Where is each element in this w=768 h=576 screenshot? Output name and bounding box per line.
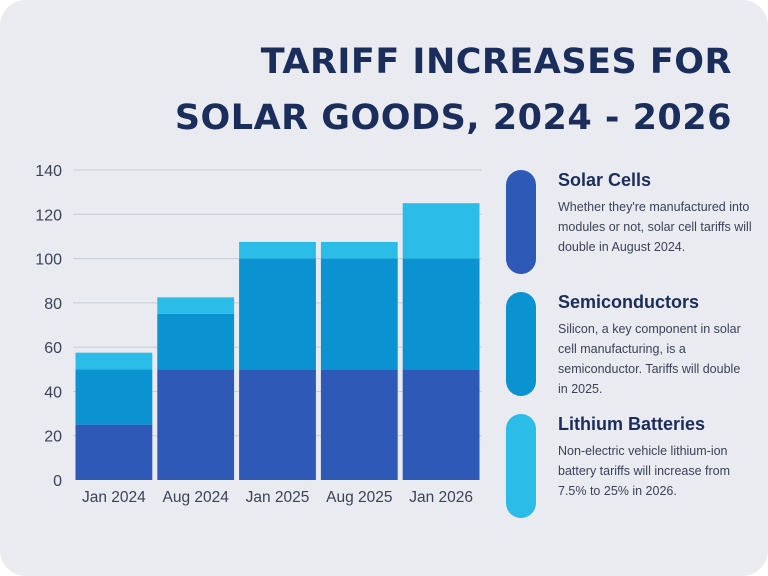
y-tick-label: 40 <box>44 384 62 401</box>
bar-segment <box>239 241 316 259</box>
legend-title: Solar Cells <box>558 170 652 190</box>
legend-description: Non-electric vehicle lithium-ion battery… <box>558 444 731 498</box>
bar-segment <box>157 297 235 314</box>
title-line-1: TARIFF INCREASES FOR <box>260 42 732 82</box>
bar-segment <box>320 369 398 480</box>
legend-description: Silicon, a key component in solar cell m… <box>558 322 741 396</box>
legend-description: Whether they're manufactured into module… <box>558 200 752 254</box>
stacked-bar-chart: 0 20 40 60 80 100 120 140 Jan 2024 Aug 2024 Jan 20… <box>35 163 482 506</box>
y-tick-label: 0 <box>53 473 62 490</box>
y-tick-label: 60 <box>44 340 62 357</box>
bar-segment <box>402 369 480 480</box>
bar-segment <box>75 424 153 480</box>
bar-segment <box>239 369 316 480</box>
y-tick-label: 140 <box>35 163 62 180</box>
semiconductors-color-swatch <box>506 292 536 396</box>
bar-segment <box>75 369 153 425</box>
y-tick-label: 20 <box>44 429 62 446</box>
bar-segment <box>75 352 153 370</box>
x-tick-label: Aug 2025 <box>326 489 392 506</box>
bar-segment <box>402 258 480 370</box>
bar-segment <box>320 258 398 370</box>
solar-cells-color-swatch <box>506 170 536 274</box>
bar-segment <box>157 313 235 370</box>
bar-segment <box>157 369 235 480</box>
x-tick-label: Jan 2024 <box>82 489 146 506</box>
title-line-2: SOLAR GOODS, 2024 - 2026 <box>174 98 732 138</box>
x-tick-label: Aug 2024 <box>163 489 230 506</box>
legend-title: Lithium Batteries <box>558 414 706 434</box>
bar-segment <box>320 241 398 259</box>
y-tick-label: 100 <box>35 252 62 269</box>
bar-segment <box>239 258 316 370</box>
page-title: TARIFF INCREASES FOR SOLAR GOODS, 2024 -… <box>175 34 732 146</box>
y-tick-label: 120 <box>35 207 62 224</box>
bar-segment <box>402 203 480 259</box>
x-tick-label: Jan 2026 <box>409 489 473 506</box>
legend-title: Semiconductors <box>558 292 700 312</box>
lithium-batteries-color-swatch <box>506 414 536 518</box>
x-tick-label: Jan 2025 <box>246 489 310 506</box>
y-tick-label: 80 <box>44 296 62 313</box>
